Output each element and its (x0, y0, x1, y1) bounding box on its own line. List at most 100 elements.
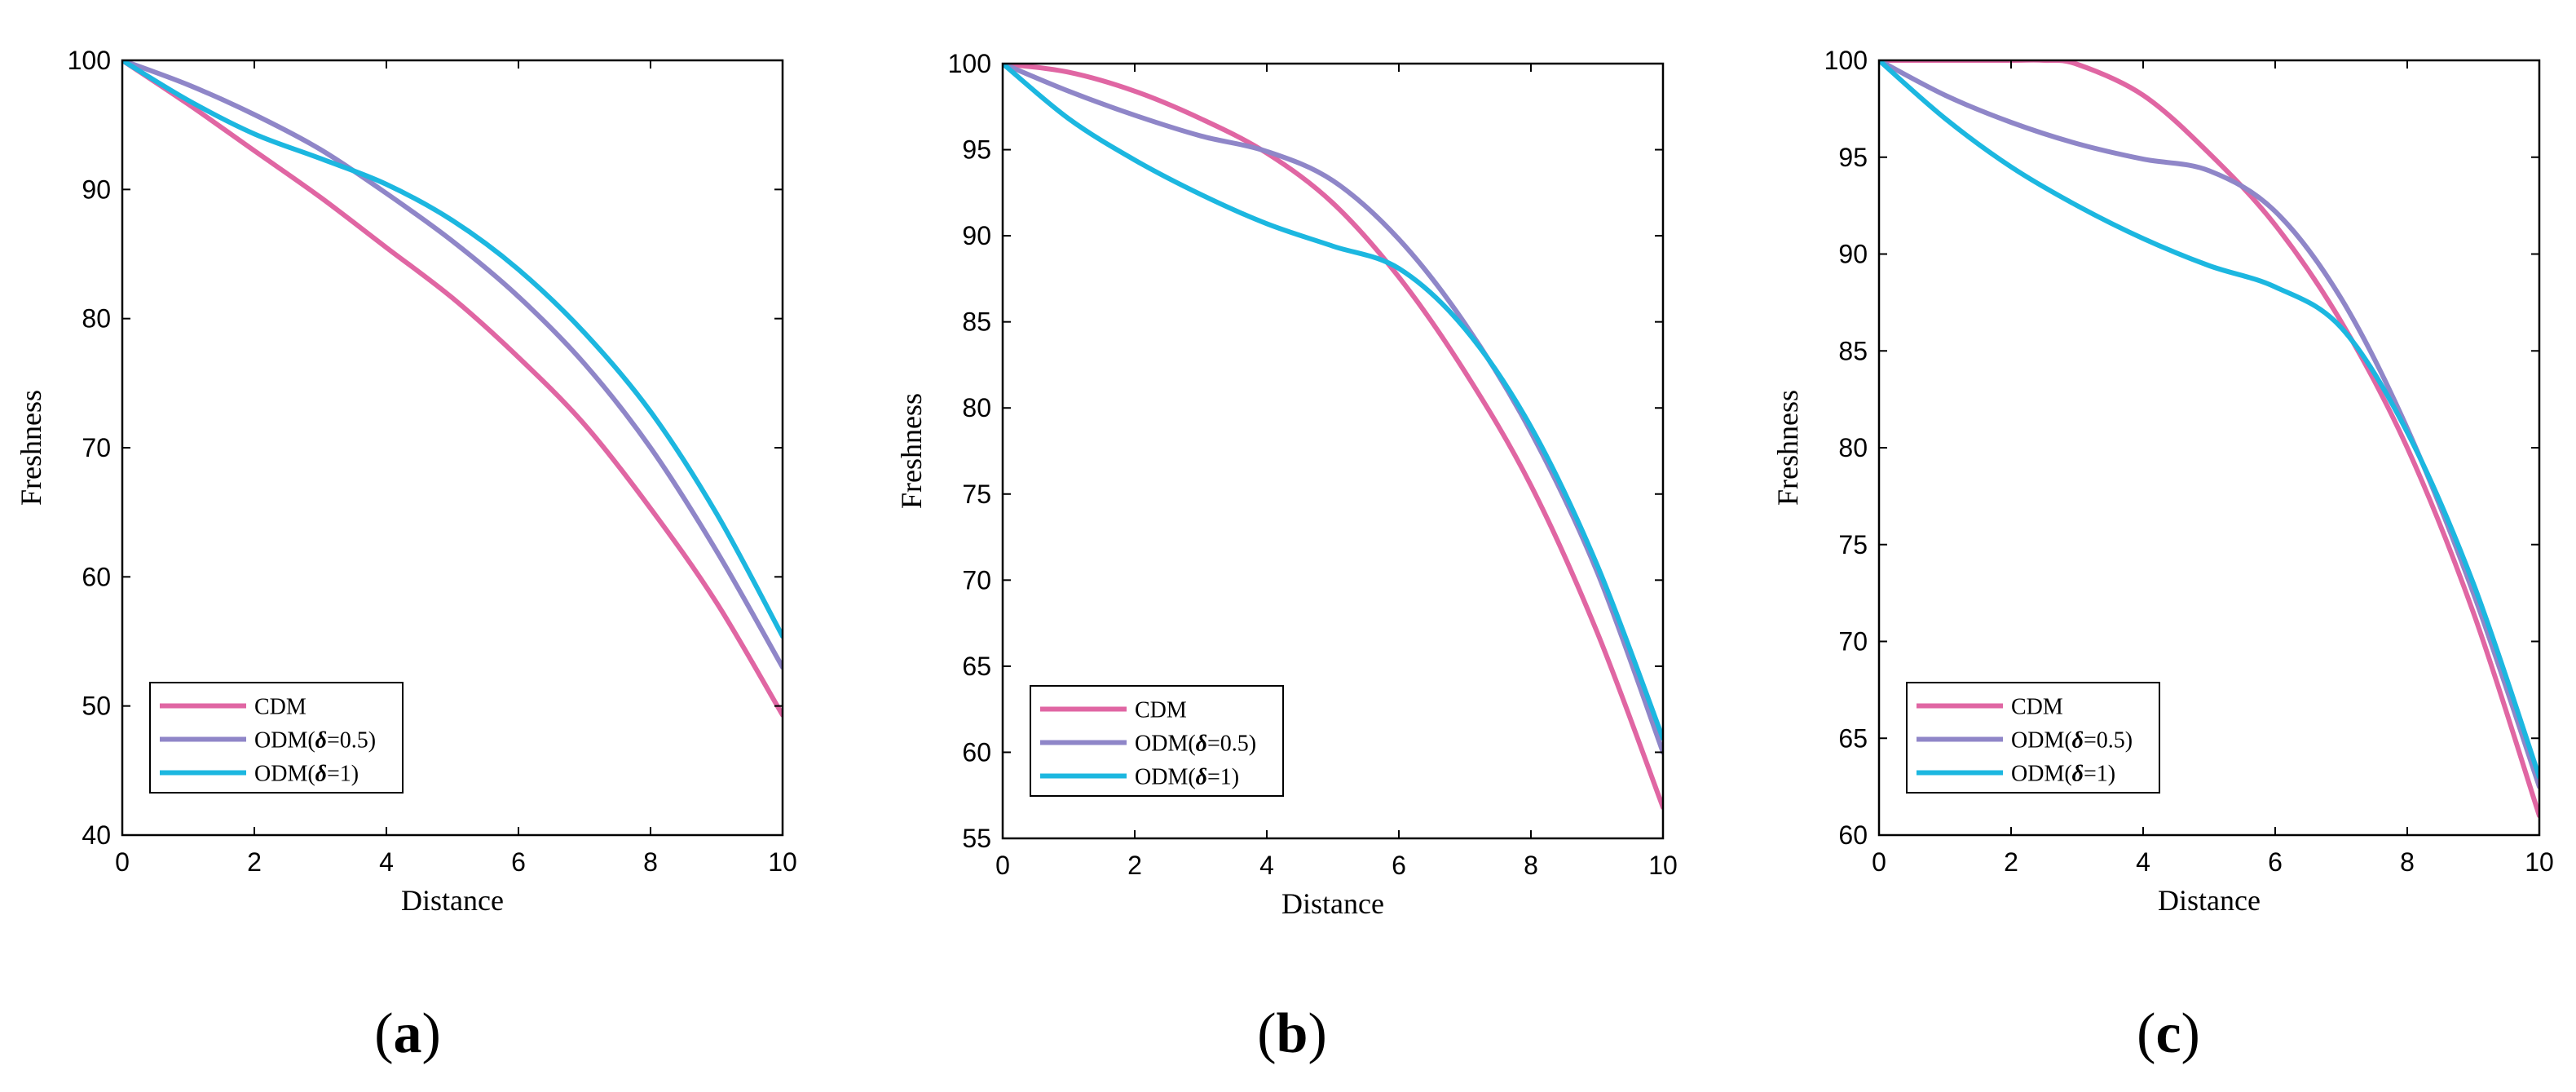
series-line-odm1 (1003, 64, 1663, 741)
legend-entry-part: ODM( (254, 762, 315, 787)
legend-entry-part: ODM( (2011, 762, 2072, 787)
y-tick-label: 95 (962, 135, 991, 165)
series-line-odm1 (122, 60, 783, 639)
y-tick-label: 90 (1838, 240, 1868, 269)
y-tick-label: 70 (962, 565, 991, 595)
y-tick-label: 80 (962, 393, 991, 422)
x-tick-label: 8 (2400, 847, 2415, 877)
series-line-odm05 (122, 60, 783, 670)
legend-entry-part: δ (315, 728, 327, 754)
legend-entry-part: =0.5) (1207, 732, 1256, 757)
x-tick-label: 0 (1872, 847, 1886, 877)
y-tick-label: 65 (962, 652, 991, 681)
axes-box (1001, 62, 1665, 840)
legend-entry: CDM (254, 695, 307, 720)
panel-label-letter: a (394, 1002, 422, 1065)
y-axis-label: Freshness (1771, 390, 1804, 506)
panel-label-open: ( (374, 1002, 393, 1065)
x-tick-label: 2 (247, 847, 262, 877)
legend-entry: CDM (2011, 695, 2063, 720)
x-tick-label: 10 (768, 847, 797, 877)
legend-entry-part: CDM (1135, 698, 1187, 723)
y-tick-label: 100 (948, 49, 991, 78)
panel-label-close: ) (1308, 1002, 1326, 1065)
series-line-cdm (1003, 64, 1663, 810)
series-line-odm05 (1879, 60, 2539, 789)
panel-label-letter: c (2155, 1002, 2181, 1065)
panel-label-open: ( (1257, 1002, 1276, 1065)
legend-entry: ODM(δ=1) (2011, 762, 2115, 787)
y-tick-label: 50 (82, 692, 111, 721)
legend-entry-part: δ (1196, 732, 1207, 757)
panel-label-open: ( (2137, 1002, 2155, 1065)
chart-panel-a: 0 2 4 6 8 10 40 50 60 70 80 90 100 Distance Freshness C… (15, 46, 797, 1065)
series-line-odm1 (1879, 60, 2539, 780)
y-tick-label: 100 (68, 46, 111, 75)
legend-entry-part: δ (2072, 728, 2084, 754)
legend-entry-part: ODM( (2011, 728, 2072, 754)
x-tick-label: 4 (2136, 847, 2150, 877)
panel-label-close: ) (422, 1002, 441, 1065)
series-line-cdm (122, 60, 783, 718)
y-tick-label: 95 (1838, 143, 1868, 172)
legend-entry: ODM(δ=0.5) (1135, 732, 1256, 757)
x-tick-label: 8 (643, 847, 658, 877)
y-axis-label: Freshness (895, 393, 928, 509)
y-tick-label: 90 (962, 221, 991, 250)
legend-entry-part: CDM (2011, 695, 2063, 720)
x-tick-label: 6 (511, 847, 526, 877)
y-tick-label: 85 (1838, 336, 1868, 365)
x-tick-label: 2 (1127, 851, 1142, 880)
series-line-odm05 (1003, 64, 1663, 755)
y-tick-label: 55 (962, 824, 991, 853)
y-tick-label: 70 (1838, 627, 1868, 657)
x-axis-label: Distance (2158, 884, 2261, 917)
legend-entry: ODM(δ=1) (254, 762, 359, 787)
legend-entry-part: δ (1196, 765, 1207, 790)
legend-entry: ODM(δ=1) (1135, 765, 1239, 790)
y-tick-label: 60 (962, 737, 991, 767)
legend-entry-part: δ (315, 762, 327, 787)
y-tick-label: 75 (962, 480, 991, 509)
x-tick-label: 2 (2004, 847, 2018, 877)
x-tick-label: 4 (1259, 851, 1274, 880)
chart-panel-c: 0 2 4 6 8 10 60 65 70 75 80 85 90 95 100 Distance Freshn… (1771, 46, 2554, 1065)
y-tick-label: 65 (1838, 723, 1868, 753)
y-tick-label: 90 (82, 175, 111, 204)
legend-entry-part: =0.5) (327, 728, 376, 754)
chart-panel-b: 0 2 4 6 8 10 55 60 65 70 75 80 85 90 95 100 Distance Fres… (895, 49, 1678, 1065)
panel-label: (a) (374, 1002, 441, 1065)
legend-entry-part: ODM( (1135, 765, 1196, 790)
x-tick-label: 10 (1648, 851, 1678, 880)
legend-entry-part: =1) (1207, 765, 1239, 790)
legend-entry-part: =1) (2084, 762, 2115, 787)
x-tick-label: 0 (115, 847, 130, 877)
panel-label-close: ) (2181, 1002, 2200, 1065)
legend-entry: ODM(δ=0.5) (254, 728, 376, 754)
panel-label-letter: b (1277, 1002, 1308, 1065)
y-axis-label: Freshness (15, 390, 47, 506)
x-tick-label: 10 (2525, 847, 2554, 877)
y-tick-label: 75 (1838, 530, 1868, 559)
y-tick-label: 100 (1824, 46, 1868, 75)
legend-entry-part: ODM( (1135, 732, 1196, 757)
legend-entry-part: =1) (327, 762, 359, 787)
x-axis-label: Distance (401, 884, 504, 917)
y-tick-label: 40 (82, 820, 111, 850)
panel-label: (b) (1257, 1002, 1327, 1065)
legend-entry: CDM (1135, 698, 1187, 723)
y-tick-label: 85 (962, 307, 991, 337)
legend-entry-part: =0.5) (2084, 728, 2133, 754)
legend-entry-part: δ (2072, 762, 2084, 787)
panel-label: (c) (2137, 1002, 2200, 1065)
x-tick-label: 6 (1392, 851, 1406, 880)
y-tick-label: 80 (82, 304, 111, 334)
x-tick-label: 8 (1524, 851, 1538, 880)
legend: CDM ODM(δ=0.5) ODM(δ=1) (1906, 682, 2160, 794)
x-tick-label: 0 (995, 851, 1010, 880)
x-tick-label: 6 (2268, 847, 2283, 877)
legend-entry-part: ODM( (254, 728, 315, 754)
legend-entry-part: CDM (254, 695, 307, 720)
